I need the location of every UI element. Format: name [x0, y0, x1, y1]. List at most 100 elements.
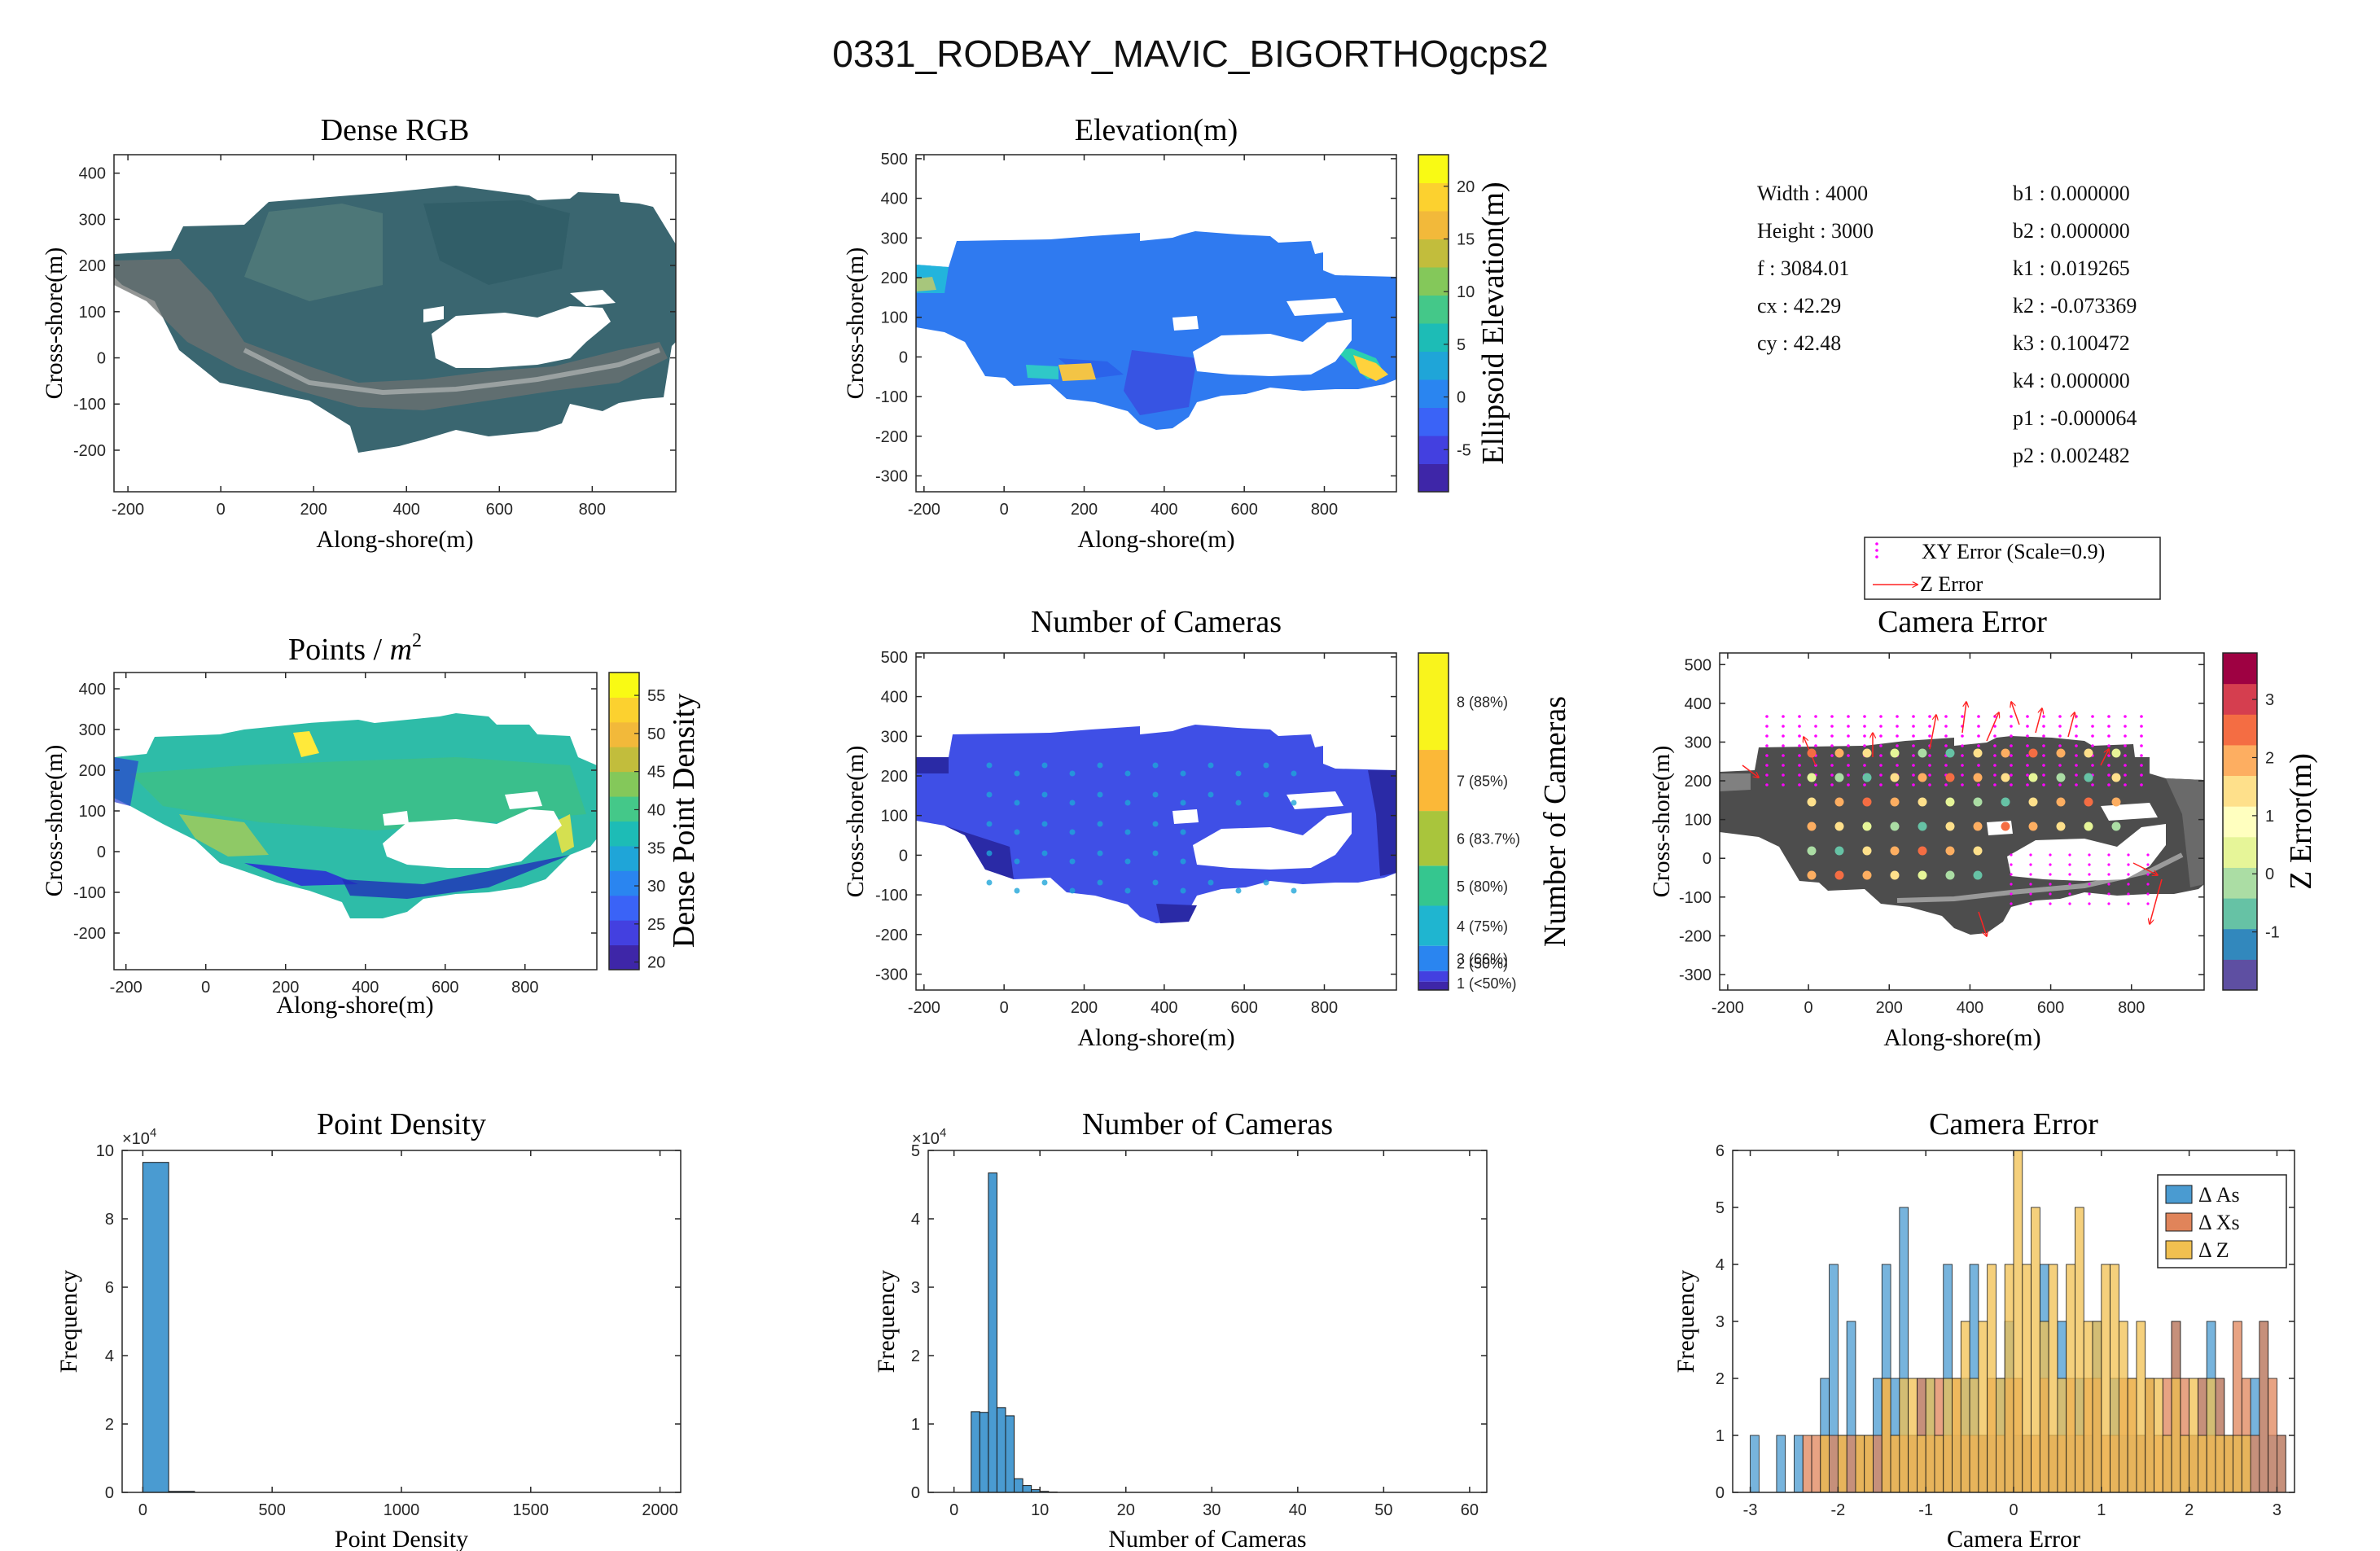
- x-tick-label: 10: [1031, 1501, 1049, 1519]
- x-tick-label: -2: [1830, 1501, 1845, 1519]
- overlap-dot: [1291, 887, 1297, 894]
- xy-error-dot: [1863, 764, 1866, 767]
- camera-point: [2028, 797, 2038, 807]
- xy-error-dot: [2010, 744, 2013, 747]
- x-axis-label: Along-shore(m): [1077, 526, 1234, 553]
- histogram-bar: [1925, 1378, 1935, 1493]
- z-error-arrow: [2011, 702, 2020, 725]
- legend-z-error: Z Error: [1920, 572, 1983, 596]
- xy-error-dot: [1961, 754, 1964, 757]
- x-tick-label: 600: [1230, 999, 1257, 1017]
- histogram-bar: [1794, 1435, 1804, 1493]
- x-tick-label: 400: [1957, 999, 1983, 1017]
- overlap-dot: [1014, 829, 1020, 835]
- histogram-bar: [2118, 1321, 2128, 1493]
- histogram-bar: [1890, 1435, 1900, 1493]
- xy-error-dot: [2124, 764, 2127, 767]
- xy-error-dot: [1830, 773, 1834, 777]
- x-tick-label: -200: [112, 501, 144, 519]
- camera-point: [1945, 870, 1955, 880]
- histogram-bar: [1978, 1321, 1988, 1493]
- overlap-dot: [986, 850, 993, 857]
- overlap-dot: [1235, 770, 1242, 777]
- camera-param-width: Width : 4000: [1757, 182, 1868, 205]
- xy-error-dot: [2140, 725, 2143, 728]
- xy-error-dot: [2010, 764, 2013, 767]
- x-tick-label: 3: [2273, 1501, 2281, 1519]
- histogram-bars: [971, 1172, 1058, 1493]
- histogram-bar: [2092, 1321, 2102, 1493]
- y-tick-label: -300: [1679, 966, 1712, 984]
- xy-error-dot: [1782, 754, 1785, 757]
- x-tick-label: 1500: [513, 1501, 550, 1519]
- xy-error-dot: [1977, 764, 1980, 767]
- y-tick-label: 4: [1716, 1256, 1725, 1274]
- histogram-bar: [142, 1162, 169, 1493]
- colorbar-segment: [1418, 463, 1449, 493]
- panel-title: Points / m2: [288, 630, 422, 667]
- colorbar-segment: [609, 771, 639, 797]
- xy-error-dot: [1798, 725, 1801, 728]
- overlap-dot: [1041, 821, 1048, 827]
- histogram-bar: [1934, 1435, 1944, 1493]
- camera-param-k2: k2 : -0.073369: [2013, 294, 2137, 318]
- overlap-dot: [1180, 887, 1186, 894]
- colorbar-segment: [1418, 970, 1449, 982]
- y-tick-label: 3: [911, 1279, 920, 1297]
- y-tick-label: 100: [79, 803, 106, 821]
- xy-error-dot: [2107, 853, 2110, 857]
- xy-error-dot: [2107, 773, 2110, 777]
- x-tick-label: 1: [2097, 1501, 2106, 1519]
- histogram-bar: [1022, 1485, 1032, 1493]
- xy-error-dot: [2049, 883, 2052, 886]
- xy-error-dot: [1814, 734, 1817, 738]
- histogram-bar: [2022, 1264, 2032, 1493]
- xy-error-dot: [2107, 892, 2110, 896]
- overlap-dot: [1124, 887, 1131, 894]
- y-tick-label: 300: [1685, 734, 1712, 751]
- overlap-dot: [986, 821, 993, 827]
- y-tick-label: 4: [911, 1211, 920, 1229]
- histogram-bar: [1996, 1378, 2005, 1493]
- colorbar-segment: [609, 944, 639, 970]
- xy-error-dot: [2146, 853, 2150, 857]
- colorbar-segment: [2223, 714, 2257, 746]
- colorbar-tick-label: 2: [2265, 749, 2274, 767]
- x-tick-label: 200: [300, 501, 327, 519]
- xy-error-dot: [2010, 853, 2013, 857]
- camera-param-height: Height : 3000: [1757, 219, 1874, 243]
- xy-error-dot: [1944, 725, 1948, 728]
- xy-error-dot: [1944, 783, 1948, 786]
- camera-count-colorbar: 1 (<50%) 2 (50%)3 (66%) 4 (75%) 5 (80%) 6 (8…: [1418, 652, 1520, 992]
- x-tick-label: 400: [1151, 501, 1177, 519]
- y-tick-label: -200: [73, 925, 106, 943]
- z-error-arrow: [1742, 765, 1759, 778]
- colorbar-segment: [2223, 744, 2257, 777]
- xy-error-dot: [1896, 725, 1899, 728]
- xy-error-dot: [2010, 902, 2013, 905]
- histogram-bar: [1811, 1435, 1821, 1493]
- z-error-arrow: [2150, 878, 2163, 924]
- z-error-arrow: [2067, 712, 2075, 738]
- panel-title: Dense RGB: [321, 113, 470, 147]
- y-tick-label: -200: [73, 442, 106, 460]
- colorbar-segment: [2223, 683, 2257, 715]
- xy-error-dot: [1993, 783, 1996, 786]
- xy-error-dot: [2091, 734, 2094, 738]
- xy-error-dot: [2127, 873, 2130, 876]
- camera-point: [1918, 748, 1927, 758]
- camera-point: [2001, 797, 2010, 807]
- xy-error-dot: [2088, 873, 2091, 876]
- xy-error-dot: [1765, 754, 1769, 757]
- overlap-dot: [1097, 762, 1103, 769]
- x-tick-label: 1000: [384, 1501, 420, 1519]
- xy-error-dot: [1993, 773, 1996, 777]
- xy-error-dot: [1765, 715, 1769, 718]
- xy-error-dot: [2042, 734, 2045, 738]
- overlap-dot: [1069, 858, 1076, 865]
- colorbar-tick-label: 20: [647, 954, 665, 972]
- xy-error-dot: [1961, 783, 1964, 786]
- xy-error-dot: [2029, 853, 2032, 857]
- xy-error-dot: [1912, 783, 1915, 786]
- overlap-dot: [1097, 821, 1103, 827]
